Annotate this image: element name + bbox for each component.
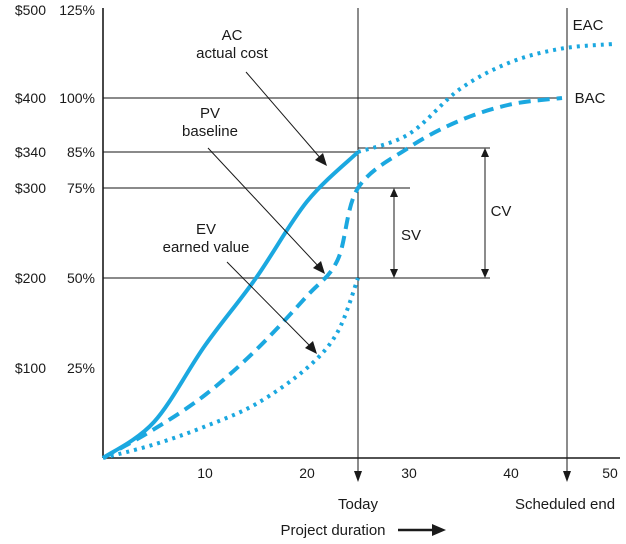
x-axis-title: Project duration [280, 522, 385, 539]
pv-callout-arrow [207, 147, 321, 269]
y-tick-dollar: $400 [15, 90, 46, 106]
y-tick-dollar: $100 [15, 360, 46, 376]
x-tick-labels: 10 20 30 40 50 [197, 465, 618, 481]
x-tick-label: 10 [197, 465, 213, 481]
x-tick-label: 50 [602, 465, 618, 481]
y-tick-labels: $500 125% $400 100% $340 85% $300 75% $200 50% $10… [15, 2, 95, 376]
pv-label: PV [200, 105, 220, 122]
sv-arrow-up [390, 188, 398, 197]
y-tick-dollar: $500 [15, 2, 46, 18]
y-tick-percent: 85% [67, 144, 95, 160]
x-tick-label: 20 [299, 465, 315, 481]
callouts [207, 71, 327, 354]
cv-arrow-up [481, 148, 489, 157]
series-line-ac [101, 150, 360, 460]
bac-label: BAC [575, 90, 606, 107]
sv-arrow-down [390, 269, 398, 278]
today-label: Today [338, 496, 379, 513]
y-tick-percent: 100% [59, 90, 95, 106]
series-layer [101, 42, 614, 460]
eac-label: EAC [573, 17, 604, 34]
ev-sublabel: earned value [163, 239, 250, 256]
ac-label: AC [222, 27, 243, 44]
y-tick-percent: 50% [67, 270, 95, 286]
today-arrowhead [354, 471, 362, 482]
sv-label: SV [401, 227, 421, 244]
y-tick-dollar: $340 [15, 144, 46, 160]
ac-sublabel: actual cost [196, 45, 269, 62]
ev-callout-arrow [226, 261, 313, 349]
cv-arrow-down [481, 269, 489, 278]
y-tick-percent: 25% [67, 360, 95, 376]
y-tick-percent: 75% [67, 180, 95, 196]
ac-callout-arrowhead [315, 153, 327, 166]
x-tick-label: 30 [401, 465, 417, 481]
x-axis-title-arrowhead [432, 524, 446, 536]
scheduled-end-arrowhead [563, 471, 571, 482]
ev-callout-arrowhead [305, 341, 317, 354]
y-tick-percent: 125% [59, 2, 95, 18]
pv-callout-arrowhead [313, 261, 325, 274]
series-line-ac-projection [357, 42, 614, 154]
y-tick-dollar: $200 [15, 270, 46, 286]
ev-label: EV [196, 221, 216, 238]
ac-callout-arrow [245, 71, 323, 161]
series-line-ev [102, 277, 360, 460]
y-tick-dollar: $300 [15, 180, 46, 196]
cv-label: CV [491, 203, 512, 220]
scheduled-end-label: Scheduled end [515, 496, 615, 513]
x-tick-label: 40 [503, 465, 519, 481]
series-line-pv [102, 96, 563, 460]
pv-sublabel: baseline [182, 123, 238, 140]
